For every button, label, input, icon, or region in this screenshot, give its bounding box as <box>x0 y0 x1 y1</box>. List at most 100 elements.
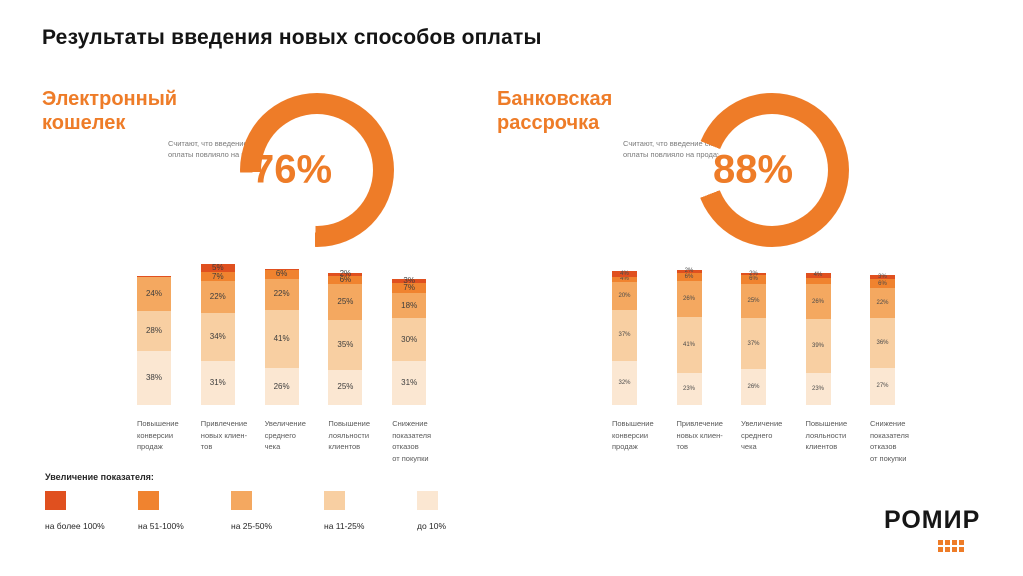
bar-segment-value: 36% <box>876 339 889 346</box>
bar-segment-value: 41% <box>273 333 290 343</box>
bar-segment: 2% <box>741 271 766 277</box>
bar-category-label: Повышение лояльности клиентов <box>805 419 848 452</box>
bar-segment-value: 6% <box>749 276 758 283</box>
bar-segment: 6% <box>870 279 895 288</box>
bar-segment-value: 31% <box>209 377 226 387</box>
bar-segment: 39% <box>805 319 831 374</box>
donut-chart-ewallet: 76% <box>240 93 394 247</box>
bar-segment: 35% <box>328 319 363 370</box>
stacked-bar: 38% 28% 24% Повышение конверсии продаж <box>137 275 179 451</box>
bar-segment-value: 32% <box>618 379 631 386</box>
bar-segment <box>805 278 831 284</box>
bar-segment: 7% <box>392 282 427 293</box>
romir-logo-dots-icon <box>938 540 964 552</box>
bar-segment: 5% <box>200 264 235 272</box>
legend-label: на более 100% <box>45 521 105 531</box>
bar-segment: 25% <box>328 369 363 405</box>
bar-segment-value: 31% <box>401 377 418 387</box>
bar-segment-value: 23% <box>811 386 824 393</box>
legend-swatch-more-100 <box>45 491 66 510</box>
bar-segment: 41% <box>676 316 702 374</box>
bar-category-label: Привлечение новых клиен-тов <box>676 419 723 452</box>
bar-segment <box>264 268 299 271</box>
bar-segment-value: 22% <box>273 289 290 299</box>
donut-caption-installment: Считают, что введение способа оплаты пов… <box>623 138 743 161</box>
bar-category-label: Снижение показателя отказов от покупки <box>870 419 909 463</box>
bar-segment-value: 25% <box>337 382 354 392</box>
bar-segment-value: 23% <box>682 386 695 393</box>
bar-segment: 6% <box>264 270 299 279</box>
bar-segment: 38% <box>137 351 171 405</box>
bar-segment-value: 6% <box>878 280 887 287</box>
bar-segment-value: 38% <box>145 373 162 383</box>
donut-hole <box>261 114 373 226</box>
bar-segment: 2% <box>328 270 363 278</box>
bar-segment: 25% <box>741 283 766 319</box>
bar-segment: 26% <box>805 283 831 320</box>
bar-segment-value: 18% <box>401 300 418 310</box>
bar-category-label: Увеличение среднего чека <box>264 419 306 452</box>
donut-caption-ewallet: Считают, что введение способа оплаты пов… <box>168 138 288 161</box>
bar-segment-value: 7% <box>212 271 224 281</box>
legend-swatch-upto-10 <box>417 491 438 510</box>
bar-segment: 24% <box>137 277 171 312</box>
bar-segment-value: 20% <box>618 293 631 299</box>
stacked-bar: 27% 36% 22% 6% 3% Снижение показателя отказов от… <box>870 274 909 463</box>
bar-segment: 27% <box>870 367 895 405</box>
bar-segment: 26% <box>264 368 299 405</box>
bar-segment-value: 37% <box>747 340 760 347</box>
caption-line: Считают, что введение способа <box>168 139 279 148</box>
section-heading-ewallet: Электронный кошелек <box>42 88 222 135</box>
section-heading-line: Электронный <box>42 88 178 110</box>
bar-segment: 28% <box>137 311 171 352</box>
bar-segment-value: 37% <box>618 332 631 339</box>
bar-category-label: Снижение показателя отказов от покупки <box>392 419 432 463</box>
bar-segment: 30% <box>392 318 427 361</box>
bar-category-label: Повышение конверсии продаж <box>137 419 179 452</box>
bar-segment-value: 35% <box>337 339 354 349</box>
bar-segment: 23% <box>676 373 702 405</box>
legend-swatch-51-100 <box>138 491 159 510</box>
bar-segment-value: 3% <box>878 274 887 281</box>
bar-segment-value: 26% <box>273 381 290 391</box>
bar-segment-value: 22% <box>876 299 889 306</box>
bar-segment-value: 22% <box>209 292 226 302</box>
bar-segment-value: 27% <box>876 383 889 390</box>
bar-segment-value: 41% <box>682 341 695 348</box>
bar-segment: 26% <box>741 369 766 405</box>
bar-category-label: Повышение лояльности клиентов <box>328 419 371 452</box>
legend-title: Увеличение показателя: <box>45 472 154 482</box>
section-heading-line: кошелек <box>42 111 126 134</box>
bar-segment: 7% <box>200 271 235 282</box>
bar-category-label: Привлечение новых клиен-тов <box>200 419 248 452</box>
donut-percent-label: 88% <box>713 147 794 192</box>
bar-segment-value: 26% <box>811 298 824 305</box>
section-heading-installment: Банковская рассрочка <box>497 88 677 135</box>
section-heading-line: Банковская <box>497 88 613 110</box>
stacked-bar: 32% 37% 20% 4% 4% Повышение конверсии продаж <box>612 271 654 451</box>
bar-segment: 3% <box>870 274 895 281</box>
bar-category-label: Увеличение среднего чека <box>741 419 783 452</box>
bar-segment: 4% <box>612 276 637 282</box>
legend-label: до 10% <box>417 521 447 531</box>
bar-segment: 22% <box>870 287 895 319</box>
bar-segment: 20% <box>612 282 637 310</box>
bar-segment: 34% <box>200 312 235 361</box>
bar-category-label: Повышение конверсии продаж <box>612 419 654 452</box>
bar-segment-value: 26% <box>682 295 695 302</box>
bar-segment-value: 25% <box>747 297 760 304</box>
bar-segment: 4% <box>612 271 637 277</box>
caption-line: оплаты повлияло на продажи <box>168 150 272 160</box>
bar-segment: 31% <box>200 360 235 405</box>
stacked-bar: 23% 39% 26% 4% Повышение лояльности клиентов <box>805 272 847 451</box>
bar-segment-value: 4% <box>620 270 629 277</box>
stacked-bar: 25% 35% 25% 6% 2% Повышение лояльности клиентов <box>328 270 370 451</box>
bar-segment-value: 7% <box>403 282 415 292</box>
bar-segment-value: 28% <box>145 326 162 336</box>
bar-segment: 23% <box>805 373 831 405</box>
stacked-bar-chart-installment: 32% 37% 20% 4% 4% Повышение конверсии продаж 23%… <box>612 258 942 463</box>
bar-segment: 22% <box>264 278 299 310</box>
bar-segment: 18% <box>392 292 427 319</box>
bar-segment-value: 30% <box>401 334 418 344</box>
